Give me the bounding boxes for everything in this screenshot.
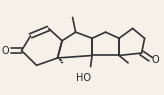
Text: O: O bbox=[2, 46, 10, 56]
Text: HO: HO bbox=[76, 73, 91, 83]
Text: O: O bbox=[151, 55, 159, 65]
